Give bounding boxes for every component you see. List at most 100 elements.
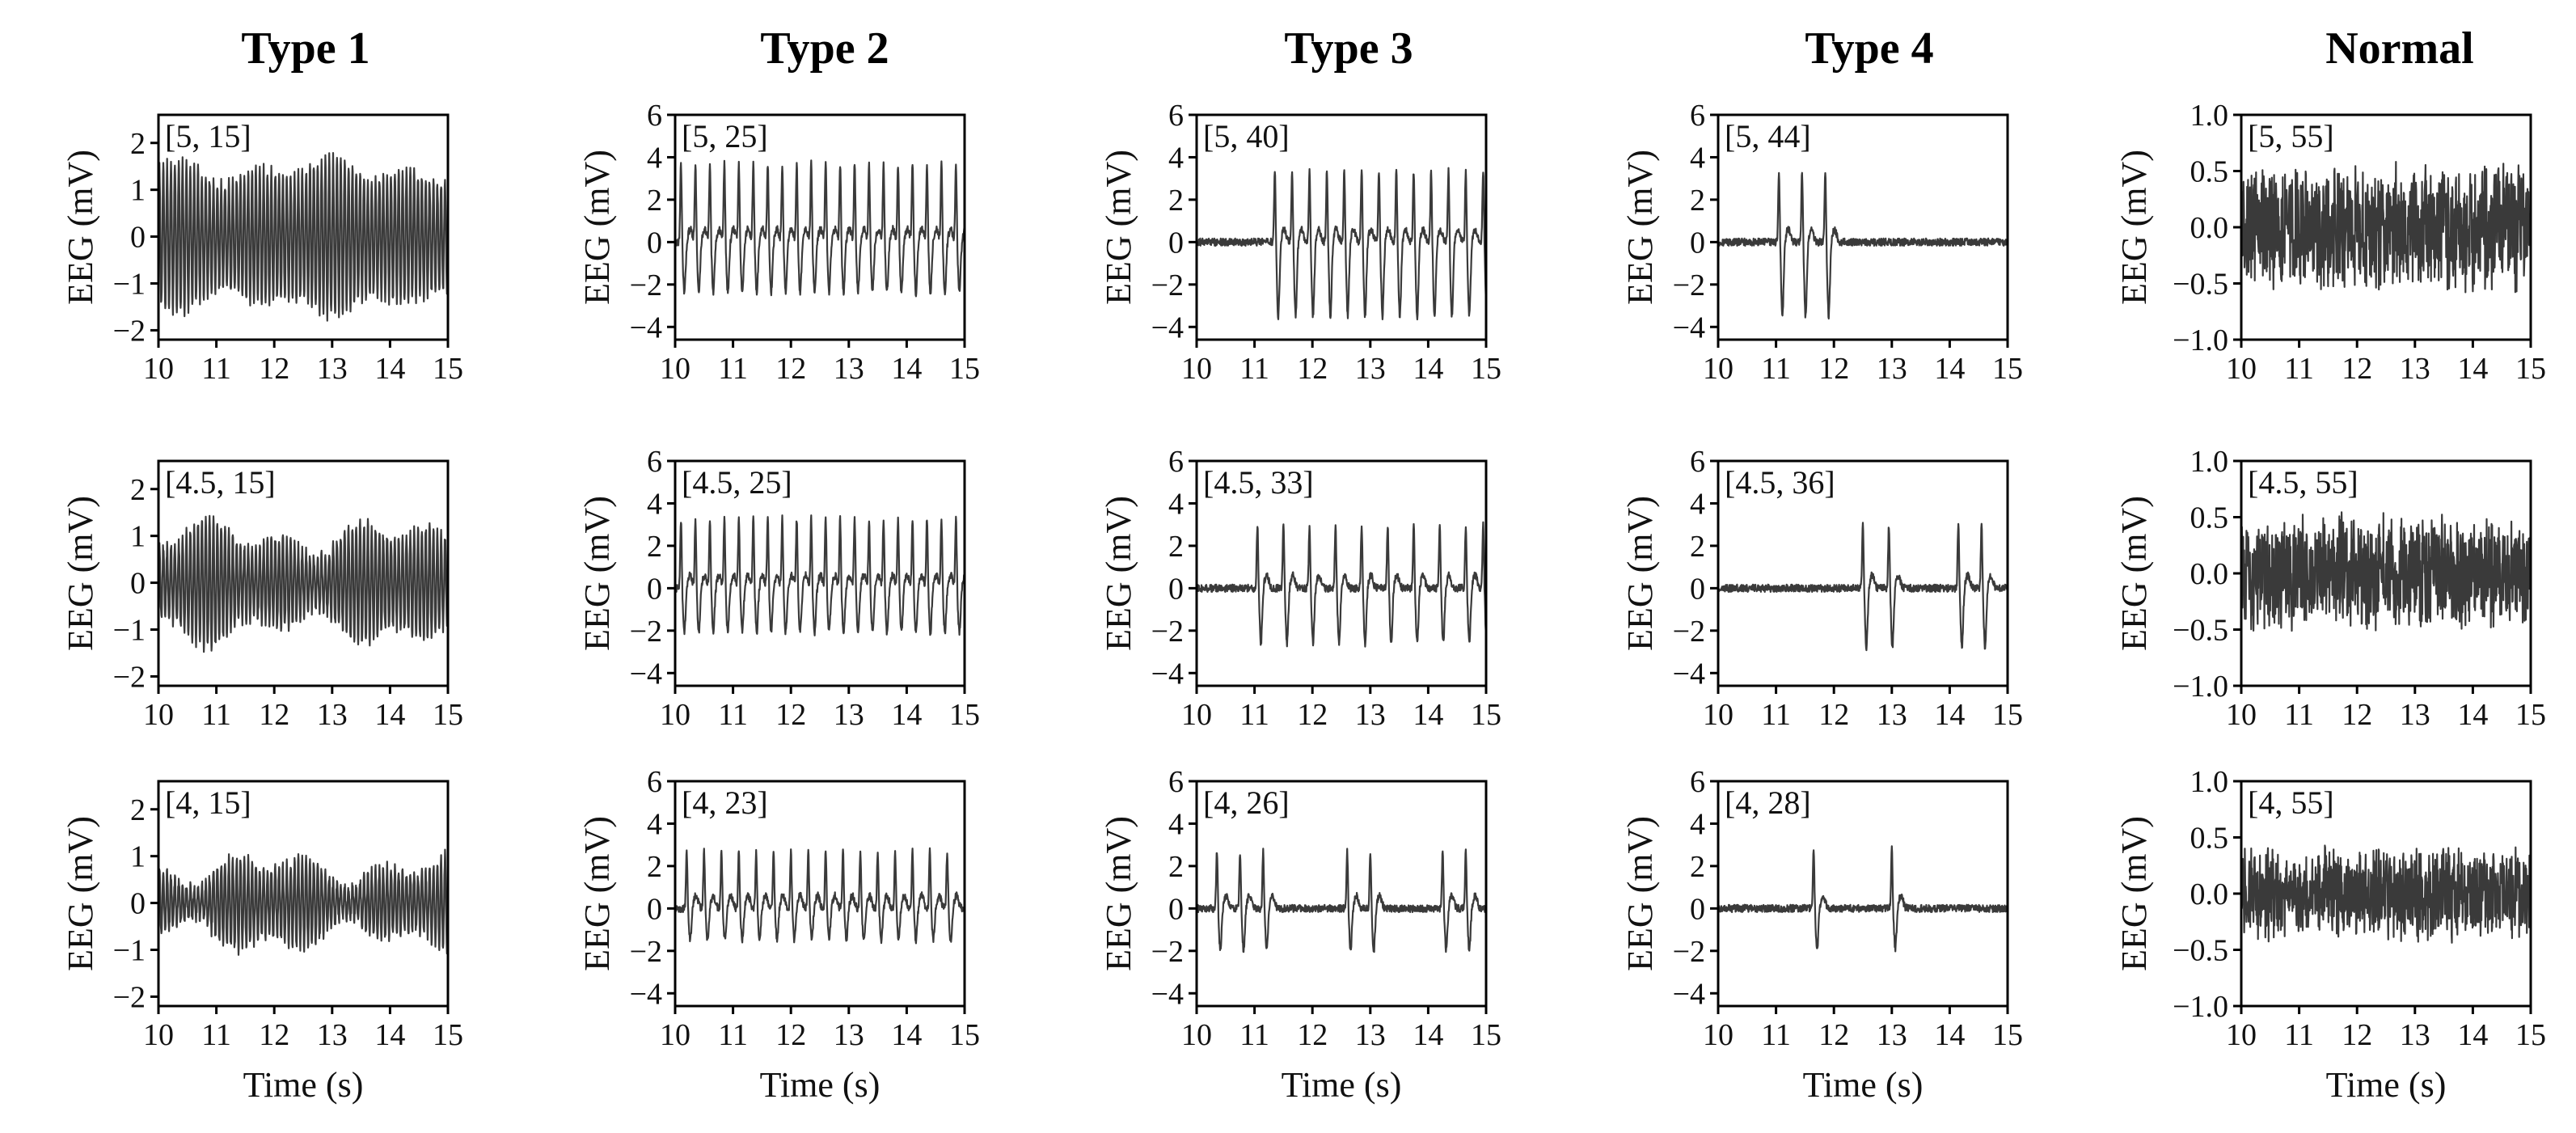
- x-tick-label: 12: [259, 698, 289, 732]
- y-tick-label: 4: [647, 487, 662, 521]
- x-tick-label: 12: [1818, 698, 1849, 732]
- x-tick-label: 10: [1703, 352, 1734, 386]
- panel-annotation: [4, 28]: [1725, 784, 1811, 821]
- x-tick-label: 12: [259, 352, 289, 386]
- y-tick-label: −2: [1673, 268, 1705, 302]
- eeg-trace: [675, 847, 965, 945]
- x-tick-label: 12: [2342, 1018, 2372, 1052]
- x-tick-label: 11: [1761, 1018, 1791, 1052]
- x-tick-label: 13: [1877, 698, 1907, 732]
- x-tick-label: 10: [660, 1018, 690, 1052]
- panel-annotation: [5, 55]: [2248, 118, 2334, 154]
- x-tick-label: 13: [1355, 1018, 1386, 1052]
- y-tick-label: 0: [647, 892, 662, 926]
- y-tick-label: 6: [1168, 445, 1184, 479]
- plot-frame: [1195, 780, 1488, 1008]
- x-tick-label: 11: [1239, 698, 1269, 732]
- y-tick-label: −4: [630, 311, 662, 345]
- panel-r0-c3: 10 11 12 13 14 15 −4 −2 0 2 4 6 EEG (mV) [5, 44]: [1620, 99, 2023, 386]
- x-tick-label: 11: [201, 1018, 231, 1052]
- y-tick-label: 0: [130, 221, 146, 255]
- x-tick-label: 10: [1181, 698, 1212, 732]
- plot-frame: [674, 459, 966, 687]
- x-tick-label: 15: [1471, 352, 1501, 386]
- x-tick-label: 12: [775, 698, 806, 732]
- panel-annotation: [4.5, 55]: [2248, 464, 2359, 501]
- y-tick-label: 0: [1690, 226, 1705, 260]
- y-tick-label: 0: [647, 226, 662, 260]
- y-tick-label: 0: [1690, 892, 1705, 926]
- x-tick-label: 14: [1413, 698, 1443, 732]
- x-tick-label: 15: [433, 352, 463, 386]
- x-tick-label: 13: [1877, 352, 1907, 386]
- x-tick-label: 14: [374, 1018, 405, 1052]
- y-tick-label: 2: [130, 793, 146, 827]
- x-tick-label: 14: [1934, 698, 1965, 732]
- x-axis-label: Time (s): [243, 1065, 364, 1105]
- plot-frame: [1717, 113, 2009, 341]
- panel-r2-c4: 10 11 12 13 14 15 −1.0 −0.5 0.0 0.5 1.0 EEG (mV) Tim…: [2114, 765, 2546, 1105]
- x-tick-label: 14: [891, 1018, 922, 1052]
- y-axis-label: EEG (mV): [1620, 496, 1660, 651]
- y-tick-label: 4: [1690, 807, 1705, 841]
- y-axis-label: EEG (mV): [1099, 150, 1138, 305]
- x-tick-label: 15: [1992, 698, 2023, 732]
- panel-r2-c3: 10 11 12 13 14 15 −4 −2 0 2 4 6 EEG (mV) Time (s) [4, …: [1620, 765, 2023, 1105]
- y-tick-label: 2: [647, 850, 662, 884]
- panel-r1-c4: 10 11 12 13 14 15 −1.0 −0.5 0.0 0.5 1.0 EEG (mV) [4.…: [2114, 445, 2546, 732]
- panel-annotation: [4.5, 33]: [1203, 464, 1314, 501]
- y-tick-label: −4: [630, 977, 662, 1011]
- y-tick-label: 0.0: [2190, 877, 2229, 911]
- eeg-trace: [2241, 511, 2531, 632]
- x-tick-label: 14: [891, 698, 922, 732]
- y-tick-label: −2: [630, 268, 662, 302]
- panel-annotation: [4.5, 15]: [165, 464, 276, 501]
- panel-annotation: [4, 26]: [1203, 784, 1290, 821]
- x-tick-label: 15: [1992, 352, 2023, 386]
- eeg-trace: [158, 848, 448, 956]
- column-title-1: Type 1: [241, 23, 370, 74]
- y-tick-label: 1.0: [2190, 445, 2229, 479]
- y-tick-label: 1: [130, 174, 146, 208]
- y-tick-label: 0.5: [2190, 501, 2229, 535]
- y-tick-label: 6: [1168, 99, 1184, 133]
- x-tick-label: 11: [2284, 352, 2314, 386]
- y-tick-label: −1.0: [2173, 990, 2228, 1024]
- x-tick-label: 12: [775, 1018, 806, 1052]
- x-axis-label: Time (s): [1282, 1065, 1402, 1105]
- y-tick-label: 6: [1168, 765, 1184, 799]
- y-tick-label: 0: [1168, 572, 1184, 606]
- column-title-2: Type 2: [760, 23, 889, 74]
- panel-annotation: [5, 25]: [682, 118, 768, 154]
- plot-frame: [157, 113, 450, 341]
- panel-annotation: [5, 40]: [1203, 118, 1290, 154]
- x-tick-label: 14: [374, 698, 405, 732]
- column-title-3: Type 3: [1284, 23, 1413, 74]
- panel-annotation: [4.5, 25]: [682, 464, 792, 501]
- y-tick-label: 0.5: [2190, 822, 2229, 856]
- y-axis-label: EEG (mV): [1620, 816, 1660, 971]
- y-tick-label: 4: [1168, 141, 1184, 175]
- x-tick-label: 12: [2342, 698, 2372, 732]
- y-tick-label: 4: [647, 141, 662, 175]
- x-tick-label: 14: [1934, 352, 1965, 386]
- y-tick-label: 6: [1690, 99, 1705, 133]
- y-tick-label: −4: [630, 657, 662, 691]
- y-tick-label: −2: [113, 980, 146, 1014]
- y-axis-label: EEG (mV): [1099, 496, 1138, 651]
- y-axis-label: EEG (mV): [2114, 150, 2154, 305]
- y-axis-label: EEG (mV): [61, 816, 100, 971]
- x-tick-label: 10: [1703, 1018, 1734, 1052]
- y-tick-label: −0.5: [2173, 934, 2228, 968]
- plot-frame: [1717, 459, 2009, 687]
- y-tick-label: 1: [130, 520, 146, 554]
- y-tick-label: −0.5: [2173, 614, 2228, 648]
- panel-annotation: [4, 15]: [165, 784, 251, 821]
- y-tick-label: −0.5: [2173, 268, 2228, 302]
- eeg-trace: [675, 159, 965, 298]
- x-tick-label: 10: [1181, 352, 1212, 386]
- y-tick-label: −1: [113, 934, 146, 968]
- y-tick-label: 1: [130, 840, 146, 874]
